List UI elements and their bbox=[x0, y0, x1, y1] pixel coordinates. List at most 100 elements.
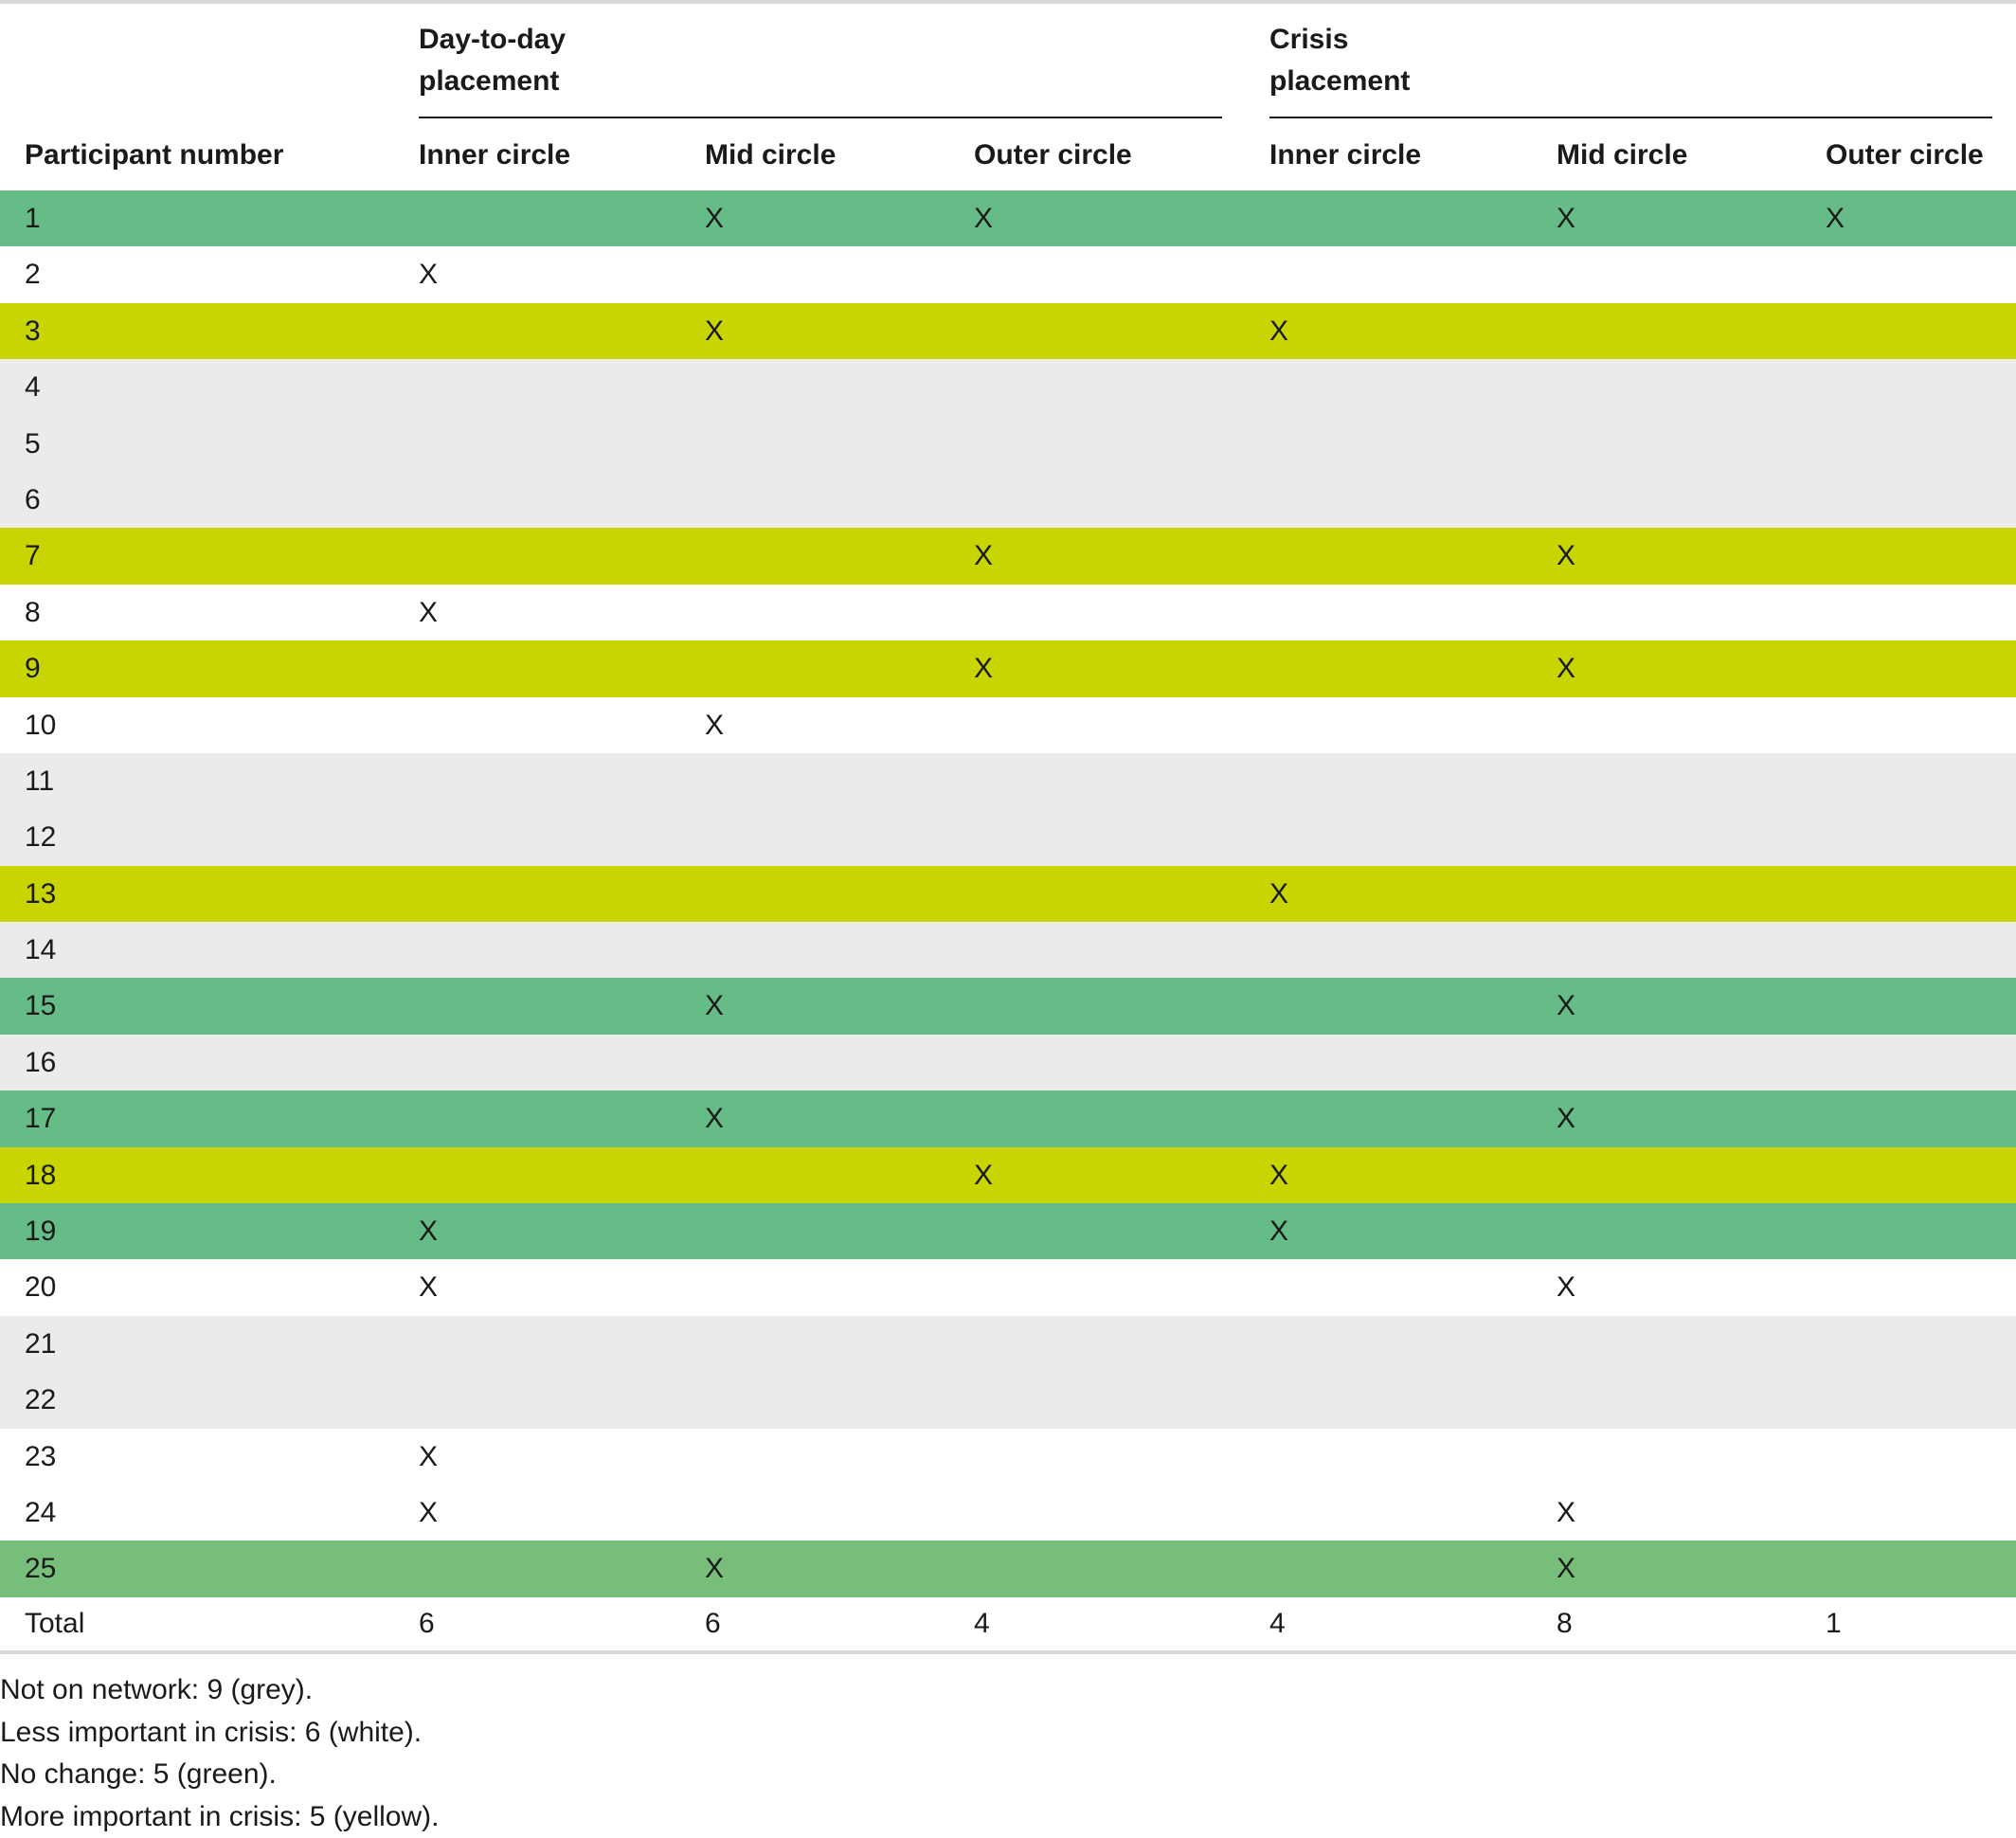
cell-crisis-outer: X bbox=[1826, 190, 1845, 246]
cell-crisis-mid: X bbox=[1557, 190, 1575, 246]
participant-number: 18 bbox=[25, 1147, 56, 1203]
table-row: 6 bbox=[0, 472, 2016, 528]
total-crisis-outer: 1 bbox=[1826, 1597, 1842, 1653]
day-to-day-header-line2: placement bbox=[419, 61, 566, 102]
cell-day-mid: X bbox=[705, 697, 724, 753]
cell-crisis-inner: X bbox=[1269, 1203, 1288, 1259]
participant-number: 22 bbox=[25, 1372, 56, 1428]
table-row: 1 X X X X bbox=[0, 190, 2016, 246]
table-row: 18 X X bbox=[0, 1147, 2016, 1203]
table-row: 24 X X bbox=[0, 1485, 2016, 1541]
cell-day-mid: X bbox=[705, 190, 724, 246]
crisis-group-rule bbox=[1269, 117, 1992, 118]
crisis-header-line1: Crisis bbox=[1269, 19, 1410, 61]
total-day-outer: 4 bbox=[974, 1597, 990, 1653]
participant-number: 8 bbox=[25, 585, 41, 640]
participant-number: 16 bbox=[25, 1035, 56, 1090]
table-row: 5 bbox=[0, 416, 2016, 472]
participant-number: 23 bbox=[25, 1429, 56, 1485]
table-bottom-rule bbox=[0, 1650, 2016, 1654]
total-day-inner: 6 bbox=[419, 1597, 435, 1653]
participant-number: 6 bbox=[25, 472, 41, 528]
participant-number: 19 bbox=[25, 1203, 56, 1259]
crisis-group-header: Crisis placement bbox=[1269, 19, 1410, 102]
table-row: 15 X X bbox=[0, 978, 2016, 1034]
table-notes: Not on network: 9 (grey). Less important… bbox=[0, 1669, 439, 1838]
column-header-crisis-outer-circle: Outer circle bbox=[1826, 135, 1984, 176]
column-header-day-outer-circle: Outer circle bbox=[974, 135, 1132, 176]
cell-crisis-mid: X bbox=[1557, 1541, 1575, 1596]
total-day-mid: 6 bbox=[705, 1597, 721, 1653]
cell-crisis-mid: X bbox=[1557, 1485, 1575, 1541]
table-row: 3 X X bbox=[0, 303, 2016, 359]
participant-number: 20 bbox=[25, 1259, 56, 1315]
participant-number: 24 bbox=[25, 1485, 56, 1541]
note-no-change: No change: 5 (green). bbox=[0, 1754, 439, 1796]
cell-day-inner: X bbox=[419, 585, 438, 640]
table-row: 14 bbox=[0, 922, 2016, 978]
table-row: 16 bbox=[0, 1035, 2016, 1090]
cell-day-mid: X bbox=[705, 303, 724, 359]
participant-number: 15 bbox=[25, 978, 56, 1034]
table-row: 12 bbox=[0, 809, 2016, 865]
cell-day-outer: X bbox=[974, 1147, 993, 1203]
cell-crisis-mid: X bbox=[1557, 978, 1575, 1034]
cell-crisis-inner: X bbox=[1269, 1147, 1288, 1203]
cell-day-outer: X bbox=[974, 640, 993, 696]
cell-day-inner: X bbox=[419, 1203, 438, 1259]
table-row: 21 bbox=[0, 1316, 2016, 1372]
cell-day-inner: X bbox=[419, 1259, 438, 1315]
column-header-day-mid-circle: Mid circle bbox=[705, 135, 836, 176]
participant-number: 1 bbox=[25, 190, 41, 246]
cell-day-mid: X bbox=[705, 1541, 724, 1596]
cell-day-mid: X bbox=[705, 1090, 724, 1146]
participant-number: 12 bbox=[25, 809, 56, 865]
table-row: 19 X X bbox=[0, 1203, 2016, 1259]
note-not-on-network: Not on network: 9 (grey). bbox=[0, 1669, 439, 1712]
crisis-header-line2: placement bbox=[1269, 61, 1410, 102]
table-row: 20 X X bbox=[0, 1259, 2016, 1315]
column-header-crisis-mid-circle: Mid circle bbox=[1557, 135, 1687, 176]
cell-crisis-mid: X bbox=[1557, 1090, 1575, 1146]
participant-number: 14 bbox=[25, 922, 56, 978]
cell-crisis-mid: X bbox=[1557, 1259, 1575, 1315]
table-row: 10 X bbox=[0, 697, 2016, 753]
table-top-rule bbox=[0, 0, 2016, 4]
table-row: 23 X bbox=[0, 1429, 2016, 1485]
day-to-day-group-rule bbox=[419, 117, 1222, 118]
column-header-crisis-inner-circle: Inner circle bbox=[1269, 135, 1421, 176]
note-less-important: Less important in crisis: 6 (white). bbox=[0, 1712, 439, 1755]
cell-crisis-inner: X bbox=[1269, 303, 1288, 359]
note-more-important: More important in crisis: 5 (yellow). bbox=[0, 1796, 439, 1838]
cell-day-outer: X bbox=[974, 190, 993, 246]
total-crisis-inner: 4 bbox=[1269, 1597, 1286, 1653]
column-header-participant-number: Participant number bbox=[25, 135, 283, 176]
participant-number: 2 bbox=[25, 246, 41, 302]
participant-number: 5 bbox=[25, 416, 41, 472]
cell-day-inner: X bbox=[419, 1429, 438, 1485]
participant-number: 13 bbox=[25, 866, 56, 922]
table-row: 22 bbox=[0, 1372, 2016, 1428]
cell-day-mid: X bbox=[705, 978, 724, 1034]
table-row: 4 bbox=[0, 359, 2016, 415]
participant-number: 3 bbox=[25, 303, 41, 359]
total-crisis-mid: 8 bbox=[1557, 1597, 1573, 1653]
participant-number: 25 bbox=[25, 1541, 56, 1596]
participant-number: 11 bbox=[25, 753, 54, 809]
table-row: 25 X X bbox=[0, 1541, 2016, 1596]
day-to-day-header-line1: Day-to-day bbox=[419, 19, 566, 61]
participant-number: 10 bbox=[25, 697, 56, 753]
cell-day-inner: X bbox=[419, 246, 438, 302]
cell-day-inner: X bbox=[419, 1485, 438, 1541]
cell-day-outer: X bbox=[974, 528, 993, 584]
cell-crisis-mid: X bbox=[1557, 528, 1575, 584]
participant-number: 9 bbox=[25, 640, 41, 696]
participant-number: 4 bbox=[25, 359, 41, 415]
